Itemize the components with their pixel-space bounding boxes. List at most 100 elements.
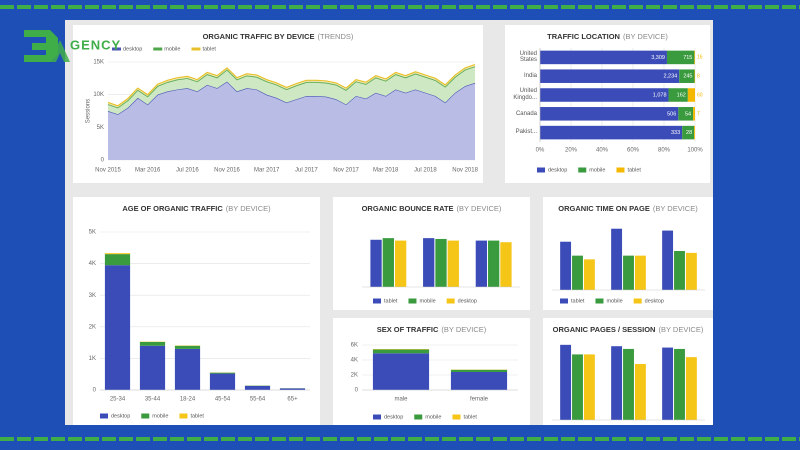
bar-segment: [666, 50, 695, 65]
bar: [685, 252, 697, 290]
bar-segment: [372, 349, 430, 354]
y-tick-label: 0: [93, 388, 97, 394]
value-label: 506: [667, 111, 676, 117]
x-tick-label: 45-54: [215, 397, 231, 403]
bar: [447, 240, 459, 287]
bar: [611, 228, 623, 290]
legend-label: desktop: [123, 46, 142, 52]
x-tick-label: Mar 2016: [135, 168, 161, 174]
bar-segment: [450, 369, 508, 372]
y-tick-label: 6K: [351, 343, 358, 349]
legend-swatch: [452, 414, 461, 420]
value-label: 333: [671, 130, 680, 136]
bar: [572, 255, 583, 290]
x-tick-label: Nov 2016: [214, 168, 240, 174]
title-main: TRAFFIC LOCATION: [547, 32, 620, 41]
value-label: 54: [685, 111, 691, 117]
bar-segment: [139, 345, 166, 390]
bar: [623, 255, 634, 290]
bar-segment: [104, 253, 131, 255]
value-label: 28: [686, 130, 692, 136]
title-sub: (BY DEVICE): [653, 204, 698, 213]
bar: [475, 240, 488, 287]
y-tick-label: 0: [355, 388, 359, 394]
value-label: 1,078: [653, 92, 667, 98]
bar-segment: [450, 372, 508, 390]
bar: [370, 239, 382, 287]
chart-title: AGE OF ORGANIC TRAFFIC (BY DEVICE): [122, 204, 271, 213]
value-label: 7: [697, 111, 700, 117]
legend-swatch: [373, 298, 381, 304]
legend-swatch: [560, 298, 568, 304]
x-tick-label: 0%: [536, 148, 545, 154]
x-tick-label: 20%: [565, 148, 578, 154]
legend-label: mobile: [606, 298, 622, 304]
x-tick-label: Jul 2017: [295, 168, 318, 174]
legend-swatch: [373, 414, 381, 420]
chart-title: SEX OF TRAFFIC (BY DEVICE): [377, 325, 487, 334]
title-main: ORGANIC PAGES / SESSION: [553, 325, 656, 334]
value-label: 162: [677, 92, 686, 98]
bar: [382, 238, 394, 287]
legend-swatch: [414, 414, 423, 420]
bar: [435, 238, 447, 287]
series-line: [107, 64, 476, 107]
bar-segment: [540, 69, 680, 83]
x-tick-label: male: [394, 397, 408, 403]
legend-swatch: [179, 413, 188, 419]
bar: [662, 230, 674, 290]
bar: [583, 354, 595, 420]
bar: [623, 348, 634, 420]
legend-swatch: [537, 167, 545, 173]
legend-label: mobile: [419, 298, 435, 304]
bar-segment: [104, 254, 131, 266]
legend-label: tablet: [384, 298, 398, 304]
bar-segment: [279, 388, 306, 390]
legend-label: mobile: [589, 167, 605, 173]
bar-segment: [687, 88, 695, 102]
y-tick-label: 10K: [93, 92, 104, 98]
x-tick-label: Mar 2017: [254, 168, 280, 174]
bar-segment: [209, 372, 236, 374]
logo-text: GENCY: [70, 37, 121, 52]
chart-title: TRAFFIC LOCATION (BY DEVICE): [547, 32, 668, 41]
legend-swatch: [100, 413, 108, 419]
title-main: SEX OF TRAFFIC: [377, 325, 439, 334]
value-label: 3,309: [651, 55, 665, 61]
value-label: 8: [697, 74, 700, 80]
x-tick-label: 25-34: [110, 397, 126, 403]
bar: [560, 241, 572, 290]
legend-label: tablet: [202, 46, 216, 52]
logo-icon: [50, 40, 70, 62]
x-tick-label: Mar 2018: [373, 168, 399, 174]
bar-segment: [678, 107, 694, 121]
legend-swatch: [446, 298, 455, 304]
category-label: United Kingdo...: [513, 88, 537, 101]
legend-label: desktop: [645, 298, 664, 304]
bar: [572, 354, 583, 420]
legend-swatch: [616, 167, 625, 173]
title-sub: (BY DEVICE): [457, 204, 502, 213]
logo-icon: [24, 30, 58, 62]
chart-title: ORGANIC TIME ON PAGE (BY DEVICE): [558, 204, 698, 213]
x-tick-label: Jul 2016: [176, 168, 199, 174]
bar: [634, 255, 646, 290]
category-label: India: [523, 72, 537, 79]
bar-segment: [694, 50, 695, 65]
legend-label: mobile: [152, 413, 168, 419]
bar: [423, 238, 435, 287]
bar-segment: [209, 373, 236, 390]
x-tick-label: 55-64: [250, 397, 266, 403]
x-tick-label: Nov 2015: [95, 168, 121, 174]
logo: GENCY: [24, 30, 121, 62]
y-tick-label: 3K: [89, 293, 96, 299]
bar-segment: [682, 125, 695, 140]
legend-label: desktop: [458, 298, 477, 304]
value-label: 2,234: [663, 74, 677, 80]
bar-segment: [104, 265, 131, 390]
legend-swatch: [408, 298, 417, 304]
bar: [674, 348, 685, 420]
bar: [583, 259, 595, 290]
x-tick-label: Nov 2018: [452, 168, 478, 174]
